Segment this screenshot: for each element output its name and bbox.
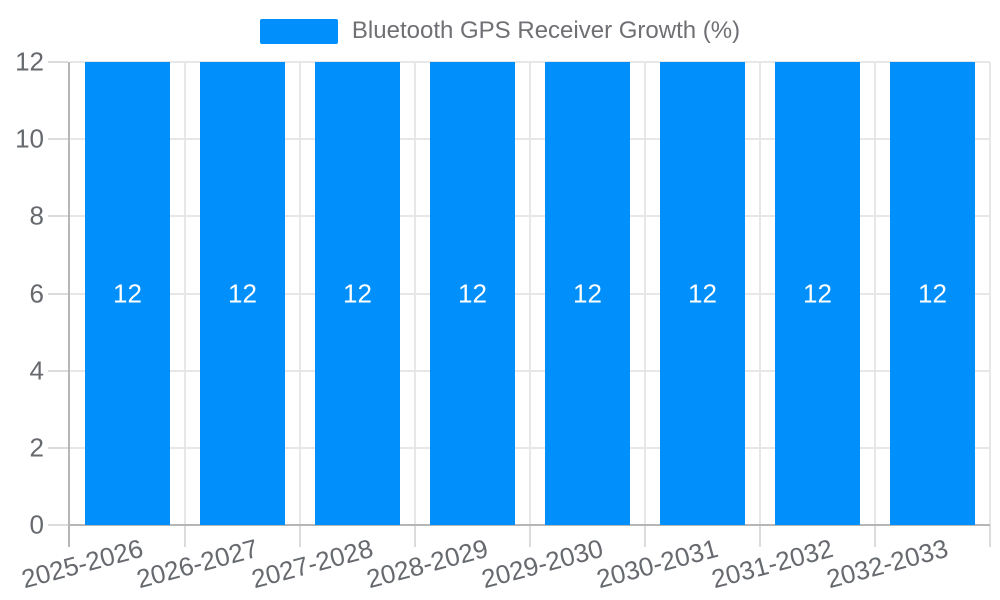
y-axis-label: 0 — [29, 509, 44, 540]
gridline-vertical — [529, 62, 531, 525]
bar-value-label: 12 — [113, 278, 142, 308]
y-axis-label: 4 — [29, 355, 44, 386]
bar-value-label: 12 — [228, 278, 257, 308]
x-axis-tick — [529, 525, 531, 547]
gridline-vertical — [874, 62, 876, 525]
x-axis-label: 2032-2033 — [823, 533, 952, 595]
y-axis-tick — [48, 292, 68, 295]
bar-value-label: 12 — [573, 278, 602, 308]
bar — [430, 62, 515, 525]
y-axis-tick — [48, 61, 68, 63]
x-axis-tick — [874, 525, 876, 547]
bar-value-label: 12 — [918, 278, 947, 308]
bar-value-label: 12 — [343, 278, 372, 308]
y-axis-tick — [48, 369, 68, 372]
gridline-vertical — [184, 62, 186, 525]
bar — [315, 62, 400, 525]
bar-value-label: 12 — [458, 278, 487, 308]
y-axis-tick — [48, 524, 68, 526]
x-axis-label: 2030-2031 — [593, 533, 722, 595]
x-axis-tick — [989, 525, 991, 547]
gridline-vertical — [414, 62, 416, 525]
gridline-vertical — [299, 62, 301, 525]
bar — [775, 62, 860, 525]
bar — [200, 62, 285, 525]
y-axis-tick — [48, 446, 68, 449]
bar — [890, 62, 975, 525]
y-axis-label: 6 — [29, 278, 44, 308]
gridline-vertical — [759, 62, 761, 525]
x-axis-line — [70, 524, 990, 526]
x-axis-tick — [299, 525, 301, 547]
y-axis-tick — [48, 215, 68, 218]
x-axis-label: 2029-2030 — [478, 533, 607, 595]
x-axis-label: 2027-2028 — [248, 533, 377, 595]
x-axis-label: 2026-2027 — [133, 533, 262, 595]
bar — [660, 62, 745, 525]
y-axis-label: 8 — [29, 200, 44, 231]
x-axis-label: 2031-2032 — [708, 533, 837, 595]
legend-label: Bluetooth GPS Receiver Growth (%) — [351, 17, 741, 44]
x-axis-tick — [184, 525, 186, 547]
x-axis-tick — [414, 525, 416, 547]
bar — [545, 62, 630, 525]
y-axis-tick — [48, 138, 68, 141]
y-axis-label: 12 — [15, 46, 44, 77]
x-axis-tick — [759, 525, 761, 547]
x-axis-tick — [644, 525, 646, 547]
gridline-vertical — [989, 62, 991, 525]
y-axis-line — [68, 62, 70, 547]
x-axis-label: 2025-2026 — [18, 533, 147, 595]
y-axis-label: 10 — [15, 123, 44, 154]
bar-value-label: 12 — [688, 278, 717, 308]
chart-legend-item[interactable]: Bluetooth GPS Receiver Growth (%) — [0, 17, 1000, 45]
legend-swatch-icon — [259, 18, 338, 44]
bar-value-label: 12 — [803, 278, 832, 308]
y-axis-label: 2 — [29, 432, 44, 463]
bar — [85, 62, 170, 525]
gridline-vertical — [644, 62, 646, 525]
x-axis-label: 2028-2029 — [363, 533, 492, 595]
